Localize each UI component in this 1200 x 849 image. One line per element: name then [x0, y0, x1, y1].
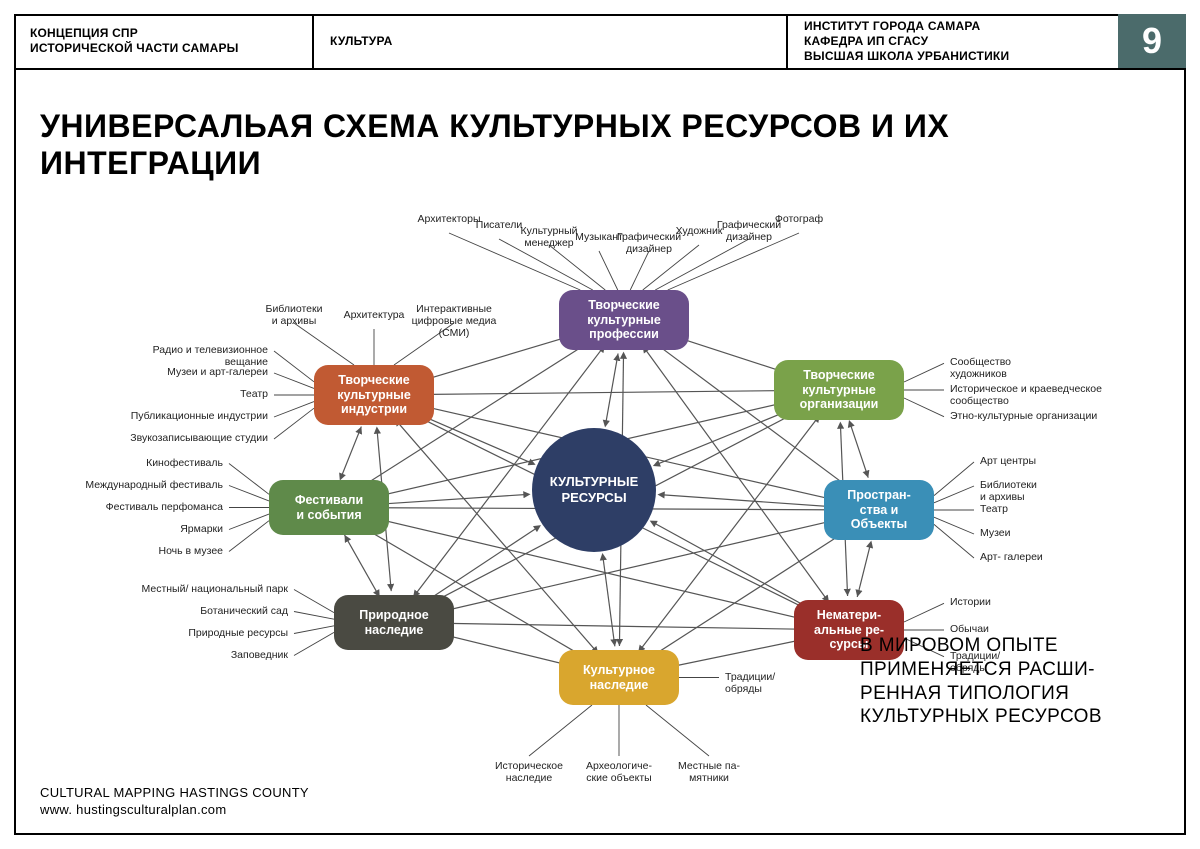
leaf: Интерактивные цифровые медиа (СМИ) — [394, 303, 514, 339]
leaf: Местный/ национальный парк — [118, 583, 288, 595]
node-festivals: Фестивали и события — [269, 480, 389, 535]
header-col-left: КОНЦЕПЦИЯ СПР ИСТОРИЧЕСКОЙ ЧАСТИ САМАРЫ — [14, 14, 314, 68]
header-center-text: КУЛЬТУРА — [330, 34, 770, 49]
leaf: Музеи и арт-галереи — [98, 366, 268, 378]
leaf: Библиотеки и архивы — [980, 479, 1170, 503]
header: КОНЦЕПЦИЯ СПР ИСТОРИЧЕСКОЙ ЧАСТИ САМАРЫ … — [14, 14, 1186, 70]
node-natural: Природное наследие — [334, 595, 454, 650]
node-professions: Творческие культурные профессии — [559, 290, 689, 350]
leaf: Историческое и краеведческое сообщество — [950, 383, 1140, 407]
header-right-line1: ИНСТИТУТ ГОРОДА САМАРА — [804, 19, 1102, 34]
node-organizations: Творческие культурные организации — [774, 360, 904, 420]
footer-source-line1: CULTURAL MAPPING HASTINGS COUNTY — [40, 785, 309, 802]
leaf: Фестиваль перфоманса — [53, 501, 223, 513]
leaf: Ярмарки — [53, 523, 223, 535]
center-node: КУЛЬТУРНЫЕ РЕСУРСЫ — [532, 428, 656, 552]
header-right-line3: ВЫСШАЯ ШКОЛА УРБАНИСТИКИ — [804, 49, 1102, 64]
header-left-line1: КОНЦЕПЦИЯ СПР — [30, 26, 296, 41]
leaf: Музеи — [980, 527, 1170, 539]
leaf: Арт- галереи — [980, 551, 1170, 563]
leaf: Международный фестиваль — [53, 479, 223, 491]
page-number: 9 — [1142, 20, 1162, 62]
header-right-line2: КАФЕДРА ИП СГАСУ — [804, 34, 1102, 49]
leaf: Этно-культурные организации — [950, 410, 1140, 422]
leaf: Публикационные индустрии — [98, 410, 268, 422]
node-cultural: Культурное наследие — [559, 650, 679, 705]
leaf: Театр — [98, 388, 268, 400]
leaf: Заповедник — [118, 649, 288, 661]
leaf: Сообщество художников — [950, 356, 1140, 380]
header-col-center: КУЛЬТУРА — [314, 14, 788, 68]
leaf: Радио и телевизионное вещание — [98, 344, 268, 368]
leaf: Кинофестиваль — [53, 457, 223, 469]
footer-caption: В МИРОВОМ ОПЫТЕ ПРИМЕНЯЕТСЯ РАСШИ- РЕННА… — [860, 634, 1160, 729]
leaf: Ботанический сад — [118, 605, 288, 617]
footer-source: CULTURAL MAPPING HASTINGS COUNTY www. hu… — [40, 785, 309, 819]
header-col-right: ИНСТИТУТ ГОРОДА САМАРА КАФЕДРА ИП СГАСУ … — [788, 14, 1118, 68]
leaf: Арт центры — [980, 455, 1170, 467]
leaf: Фотограф — [739, 213, 859, 225]
footer-source-line2: www. hustingsculturalplan.com — [40, 802, 309, 819]
page-number-box: 9 — [1118, 14, 1186, 68]
header-left-line2: ИСТОРИЧЕСКОЙ ЧАСТИ САМАРЫ — [30, 41, 296, 56]
node-spaces: Простран- ства и Объекты — [824, 480, 934, 540]
leaf: Звукозаписывающие студии — [98, 432, 268, 444]
leaf: Истории — [950, 596, 1140, 608]
leaf: Театр — [980, 503, 1170, 515]
leaf: Ночь в музее — [53, 545, 223, 557]
diagram-canvas: КУЛЬТУРНЫЕ РЕСУРСЫ Творческие культурные … — [14, 160, 1186, 835]
leaf: Местные па- мятники — [654, 760, 764, 784]
leaf: Природные ресурсы — [118, 627, 288, 639]
node-industries: Творческие культурные индустрии — [314, 365, 434, 425]
